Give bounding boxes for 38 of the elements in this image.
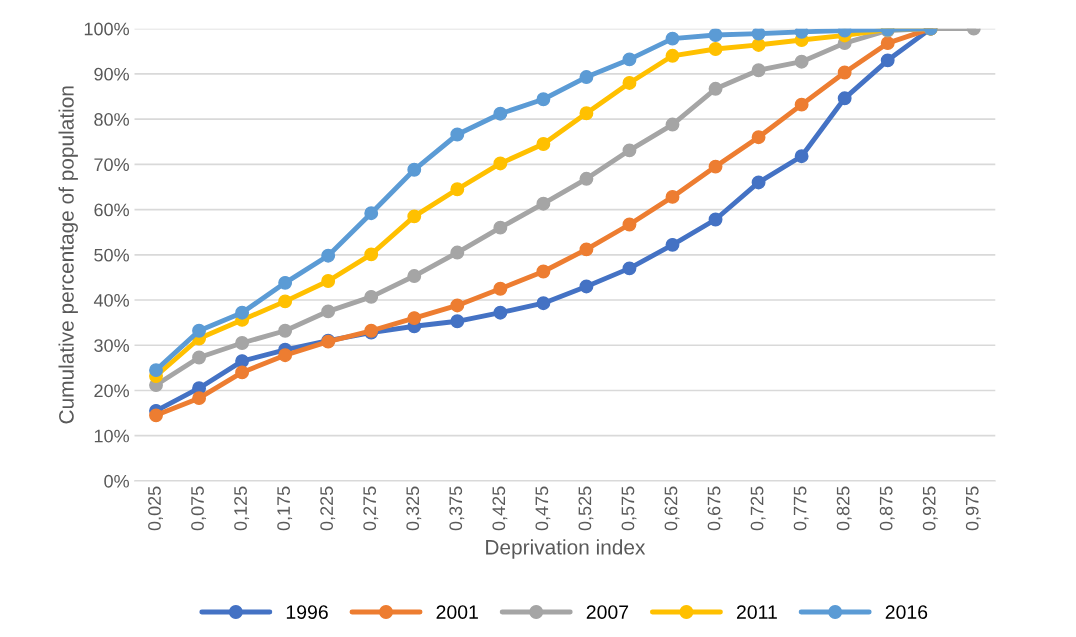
y-tick-label: 10% bbox=[94, 429, 129, 443]
x-tick-label: 0,825 bbox=[836, 486, 852, 531]
y-axis-title: Cumulative percentage of population bbox=[58, 86, 78, 424]
x-tick-label: 0,375 bbox=[449, 486, 465, 531]
y-tick-label: 90% bbox=[94, 67, 129, 81]
x-tick-label: 0,425 bbox=[492, 486, 508, 531]
x-tick-label: 0,875 bbox=[879, 486, 895, 531]
x-tick-label: 0,175 bbox=[277, 486, 293, 531]
x-tick-label: 0,575 bbox=[621, 486, 637, 531]
x-tick-label: 0,025 bbox=[148, 486, 163, 531]
x-tick-label: 0,925 bbox=[922, 486, 938, 531]
x-axis-title: Deprivation index bbox=[486, 539, 646, 559]
y-tick-label: 70% bbox=[94, 158, 129, 172]
x-tick-label: 0,675 bbox=[707, 486, 723, 531]
x-tick-label: 0,625 bbox=[664, 486, 680, 531]
legend-label: 1996 bbox=[286, 605, 328, 619]
legend-label: 2007 bbox=[586, 605, 629, 619]
y-tick-label: 80% bbox=[94, 113, 129, 126]
x-tick-label: 0,975 bbox=[965, 486, 981, 531]
legend-label: 2011 bbox=[736, 605, 777, 619]
x-tick-label: 0,075 bbox=[191, 486, 207, 531]
y-tick-label: 0% bbox=[104, 474, 129, 488]
x-tick-label: 0,225 bbox=[320, 486, 336, 531]
legend-label: 2001 bbox=[436, 605, 478, 619]
y-tick-label: 60% bbox=[94, 203, 129, 217]
x-tick-label: 0,775 bbox=[793, 486, 809, 531]
x-tick-label: 0,125 bbox=[234, 486, 250, 531]
y-tick-label: 50% bbox=[94, 248, 129, 262]
y-tick-label: 30% bbox=[94, 339, 129, 352]
x-tick-label: 0,275 bbox=[363, 486, 379, 531]
x-tick-label: 0,725 bbox=[750, 486, 766, 531]
y-tick-label: 20% bbox=[94, 384, 129, 398]
x-tick-label: 0,325 bbox=[406, 486, 422, 531]
x-tick-label: 0,525 bbox=[578, 486, 594, 531]
y-tick-label: 40% bbox=[93, 293, 129, 307]
legend-label: 2016 bbox=[885, 605, 928, 619]
y-tick-label: 100% bbox=[84, 22, 129, 36]
x-tick-label: 0,475 bbox=[535, 486, 551, 531]
